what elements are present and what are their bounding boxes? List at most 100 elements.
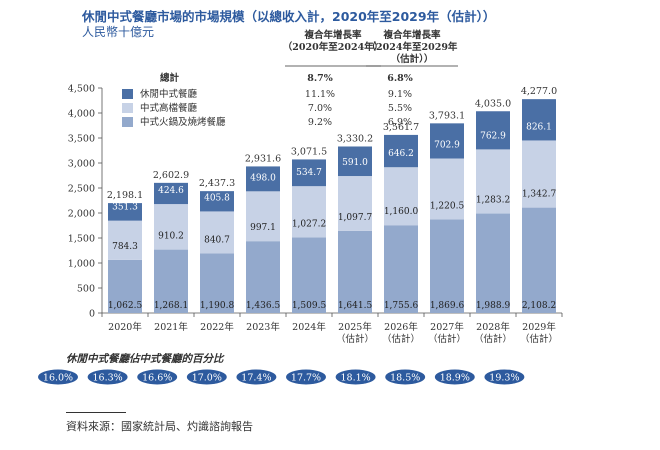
- x-axis: 2020年 2021年 2022年 2023年 2024年 2025年（估計）2026年（…: [101, 313, 563, 345]
- share-pill: [186, 369, 227, 385]
- bar-segment: [476, 213, 510, 313]
- bar-value-label: 1,342.7: [522, 190, 557, 200]
- cagr-header-1-line-2: （2020年至2024年）: [283, 41, 383, 53]
- bar-segment: [200, 191, 234, 212]
- legend-label: 中式高檔餐廳: [140, 102, 198, 114]
- share-pill-label: 19.3%: [489, 373, 519, 384]
- share-pill-label: 18.5%: [390, 373, 420, 384]
- chart-title: 休閒中式餐廳市場的市場規模（以總收入計，2020年至2029年（估計））: [82, 9, 496, 24]
- x-tick-label: 2028年: [476, 321, 510, 333]
- y-tick-label: 4,500: [68, 84, 95, 95]
- legend-label: 休閒中式餐廳: [140, 88, 198, 100]
- bar-total-label: 4,035.0: [475, 98, 511, 109]
- bar-segment: [154, 204, 188, 250]
- y-tick-label: 0: [89, 309, 95, 320]
- x-tick-label: 2023年: [246, 321, 280, 333]
- legend-cagr-1: 7.0%: [308, 103, 332, 114]
- bar-value-label: 910.2: [158, 232, 184, 242]
- bar-total-label: 3,071.5: [291, 146, 327, 157]
- bar-segment: [154, 249, 188, 313]
- y-tick-label: 3,000: [68, 159, 95, 170]
- bar-value-label: 1,869.6: [430, 301, 465, 311]
- share-pill-label: 16.6%: [142, 373, 172, 384]
- source-divider: [66, 412, 126, 413]
- bar-segment: [246, 191, 280, 242]
- legend-swatch: [122, 89, 133, 99]
- bar-segment: [246, 166, 280, 192]
- bar-segment: [476, 149, 510, 214]
- bar-value-label: 1,097.7: [338, 213, 373, 223]
- share-pill-label: 17.0%: [192, 373, 222, 384]
- x-tick-label: 2020年: [108, 321, 142, 333]
- x-tick-label: 2022年: [200, 321, 234, 333]
- y-tick-label: 1,500: [68, 234, 95, 245]
- x-tick-label: 2027年: [430, 321, 464, 333]
- y-tick-label: 4,000: [68, 109, 95, 120]
- share-pill-label: 17.4%: [241, 373, 271, 384]
- bar-value-label: 424.6: [158, 186, 184, 196]
- share-pill: [385, 369, 426, 385]
- share-pill: [434, 369, 475, 385]
- bar-value-label: 1,509.5: [292, 301, 327, 311]
- bar-segment: [522, 99, 556, 141]
- cagr-header-2-line-3: （估計））: [391, 53, 434, 65]
- legend-cagr-2: 6.9%: [388, 117, 412, 128]
- share-pill: [484, 369, 525, 385]
- share-pill-label: 18.9%: [440, 373, 470, 384]
- share-pill: [236, 369, 277, 385]
- bar-value-label: 351.3: [112, 203, 138, 213]
- x-tick-label: 2026年: [384, 321, 418, 333]
- share-pill: [137, 369, 178, 385]
- bar-value-label: 1,220.5: [430, 202, 465, 212]
- share-pill-label: 16.0%: [43, 373, 73, 384]
- share-pill-label: 16.3%: [93, 373, 123, 384]
- legend-swatch: [122, 117, 133, 127]
- bar-segment: [108, 259, 142, 313]
- bar-value-label: 1,160.0: [384, 207, 419, 217]
- bar-segment: [246, 241, 280, 313]
- bar-segment: [292, 186, 326, 238]
- bar-value-label: 1,027.2: [292, 220, 326, 230]
- chart-unit-label: 人民幣十億元: [82, 25, 155, 39]
- cagr-header-1-line-1: 複合年增長率: [303, 29, 362, 41]
- bar-value-label: 2,108.2: [522, 301, 556, 311]
- y-tick-label: 1,000: [68, 259, 95, 270]
- bar-total-label: 2,602.9: [153, 170, 189, 181]
- x-tick-label: （估計）: [336, 333, 374, 345]
- x-tick-label: 2024年: [292, 321, 326, 333]
- share-pill-label: 18.1%: [341, 373, 371, 384]
- bar-segment: [522, 207, 556, 313]
- y-tick-label: 2,500: [68, 184, 95, 195]
- share-pill-label: 17.7%: [291, 373, 321, 384]
- bar-value-label: 1,988.9: [476, 301, 511, 311]
- bar-segment: [476, 111, 510, 150]
- bar-segment: [430, 219, 464, 313]
- bar-value-label: 762.9: [480, 131, 506, 141]
- bar-value-label: 405.8: [204, 193, 230, 203]
- bar-value-label: 646.2: [388, 149, 414, 159]
- cagr-header-2-line-1: 複合年增長率: [382, 29, 441, 41]
- x-tick-label: （估計）: [428, 333, 466, 345]
- legend-swatch: [122, 103, 133, 113]
- bar-value-label: 826.1: [526, 122, 552, 132]
- bar-value-label: 1,190.8: [200, 301, 235, 311]
- share-section-title: 休閒中式餐廳佔中式餐廳的百分比: [66, 353, 224, 365]
- bar-value-label: 1,641.5: [338, 301, 373, 311]
- y-tick-label: 2,000: [68, 209, 95, 220]
- legend-cagr-2: 9.1%: [388, 89, 412, 100]
- x-tick-label: 2021年: [154, 321, 188, 333]
- bar-value-label: 1,283.2: [476, 196, 510, 206]
- bar-value-label: 840.7: [204, 235, 230, 245]
- x-tick-label: 2025年: [338, 321, 372, 333]
- cagr-total-2: 6.8%: [387, 73, 413, 84]
- bar-total-label: 3,793.1: [429, 110, 465, 121]
- bar-segment: [338, 146, 372, 177]
- bar-segment: [384, 167, 418, 226]
- bar-value-label: 1,436.5: [246, 301, 281, 311]
- cagr-total-1: 8.7%: [307, 73, 333, 84]
- bar-segment: [338, 176, 372, 231]
- bar-series-group: 1,062.5 784.3 351.3 2,198.1 1,268.1 910.2 424.…: [107, 86, 557, 313]
- y-tick-label: 3,500: [68, 134, 95, 145]
- bar-total-label: 2,198.1: [107, 190, 143, 201]
- x-tick-label: （估計）: [520, 333, 558, 345]
